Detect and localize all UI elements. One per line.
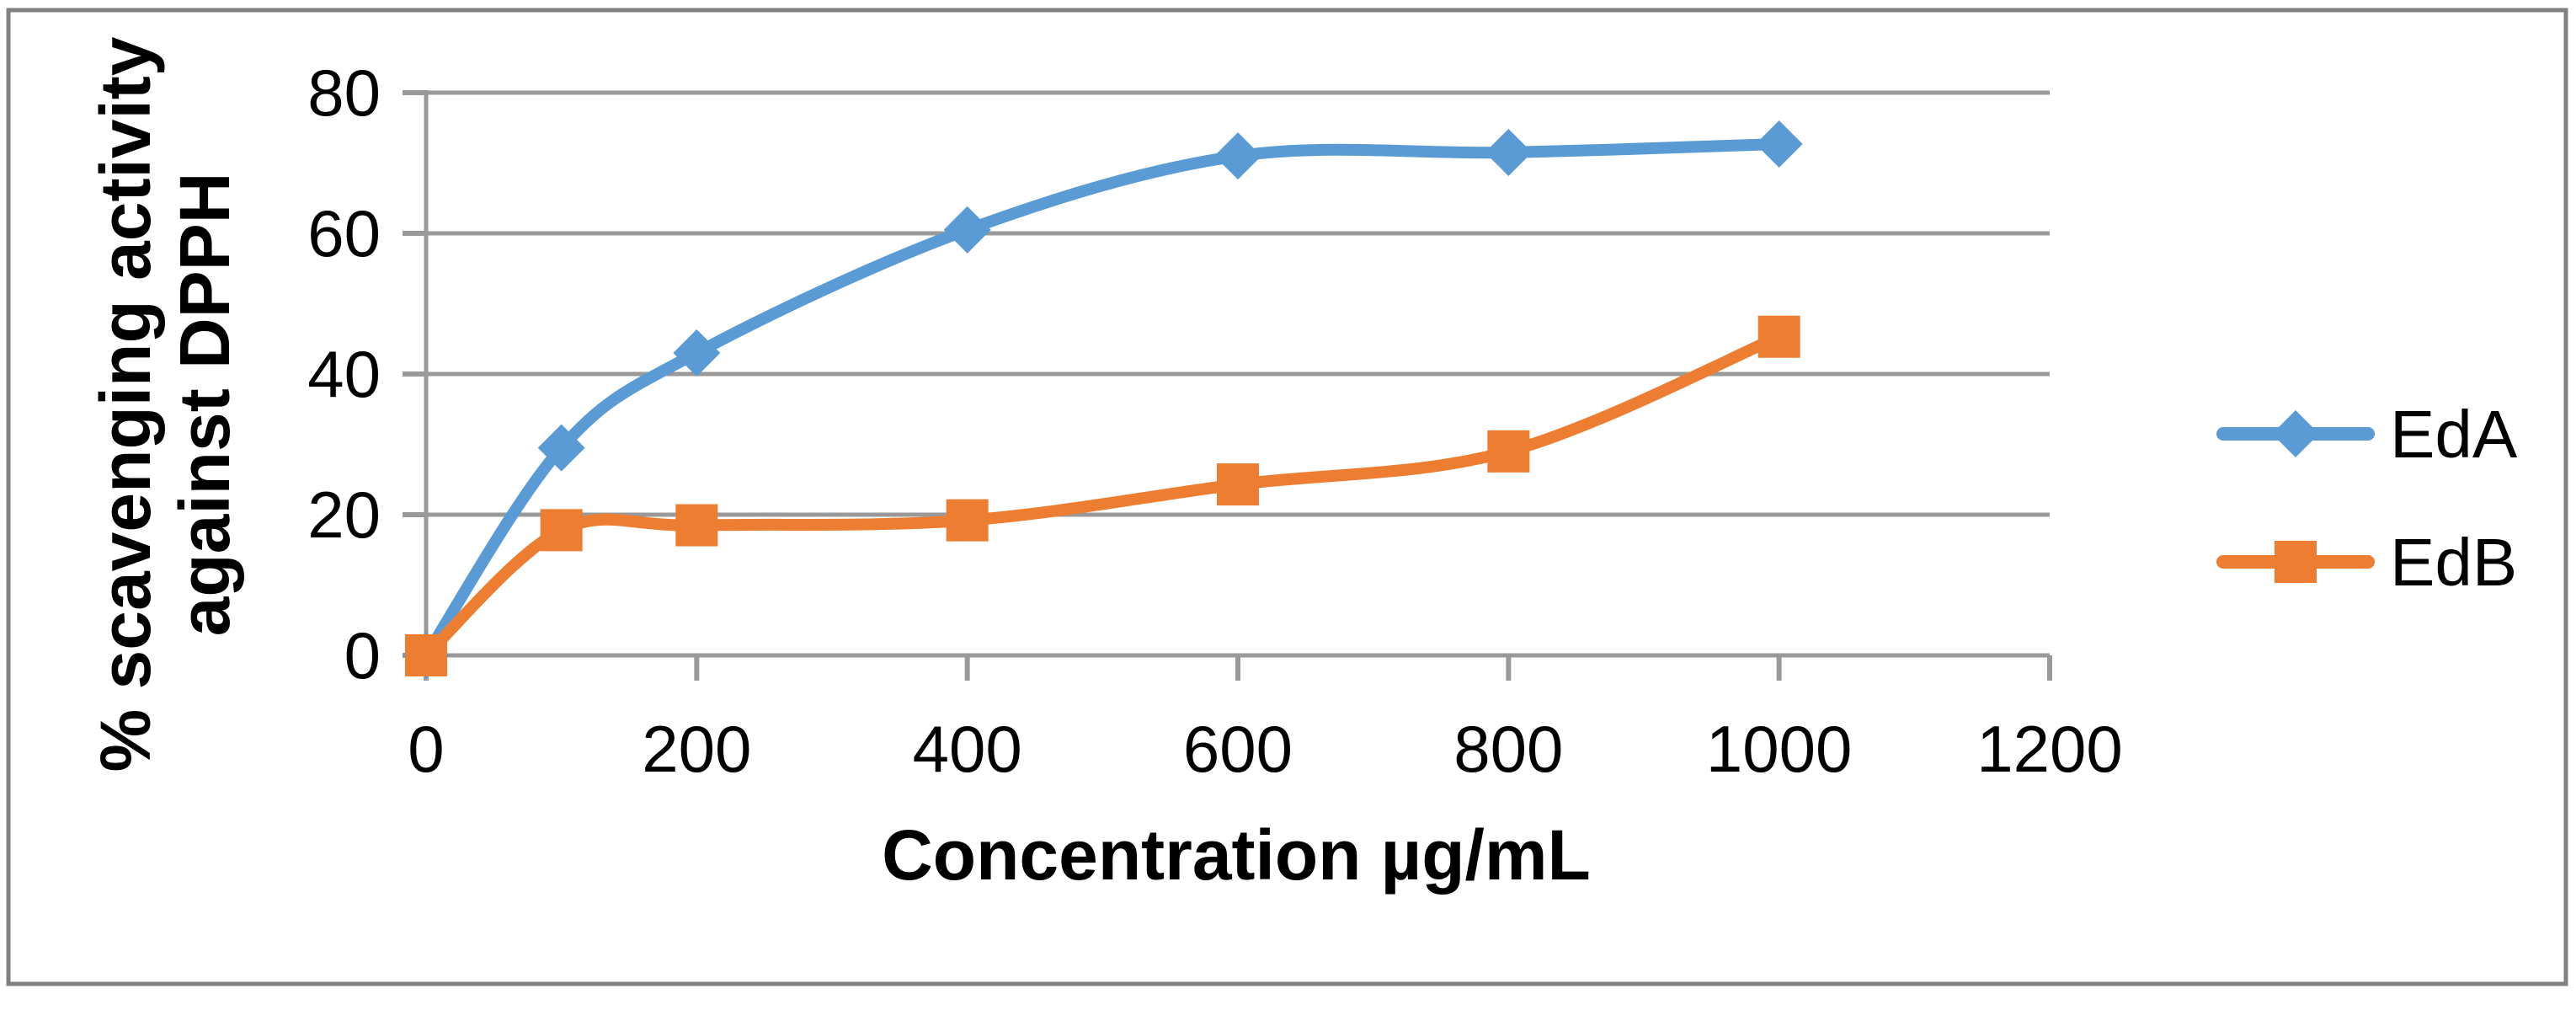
- y-axis-title-line2: against DPPH: [165, 173, 244, 637]
- legend-samples: [2216, 410, 2375, 583]
- x-tick-label-800: 800: [1453, 712, 1563, 786]
- y-tick-label-20: 20: [307, 478, 381, 552]
- marker-EdB-1000: [1757, 315, 1800, 358]
- y-tick-label-80: 80: [307, 56, 381, 130]
- y-tick-label-0: 0: [344, 618, 381, 692]
- x-axis-title: Concentration µg/mL: [882, 815, 1591, 895]
- y-axis-title-line1: % scavenging activity: [86, 36, 165, 772]
- legend-marker-EdB: [2275, 541, 2317, 583]
- chart-border: [6, 8, 2568, 986]
- marker-EdB-600: [1217, 463, 1259, 506]
- marker-EdA-100: [537, 424, 585, 472]
- marker-EdB-100: [540, 509, 583, 552]
- marker-EdB-0: [405, 634, 447, 676]
- x-tick-label-600: 600: [1183, 712, 1293, 786]
- y-tick-label-40: 40: [307, 337, 381, 411]
- x-tick-label-1200: 1200: [1976, 712, 2123, 786]
- marker-EdA-800: [1485, 128, 1533, 176]
- legend-item-EdA: [2216, 410, 2375, 457]
- marker-EdB-200: [675, 504, 718, 547]
- series-EdB: [405, 315, 1800, 676]
- marker-EdA-1000: [1755, 120, 1803, 168]
- legend-label-eda: EdA: [2390, 397, 2518, 472]
- x-tick-label-0: 0: [408, 712, 444, 786]
- legend-marker-EdA: [2272, 410, 2319, 457]
- y-tick-label-60: 60: [307, 196, 381, 270]
- series-layer: [403, 120, 1803, 679]
- legend-item-EdB: [2216, 541, 2375, 583]
- marker-EdA-200: [673, 329, 721, 377]
- marker-EdA-400: [943, 206, 991, 254]
- legend-label-edb: EdB: [2390, 525, 2517, 600]
- x-tick-label-400: 400: [913, 712, 1022, 786]
- x-tick-label-200: 200: [642, 712, 751, 786]
- x-tick-label-1000: 1000: [1706, 712, 1853, 786]
- legend: EdA EdB: [2216, 397, 2518, 600]
- y-axis-title: % scavenging activity against DPPH: [86, 36, 244, 772]
- marker-EdA-600: [1214, 132, 1261, 180]
- marker-EdB-800: [1487, 430, 1530, 473]
- marker-EdB-400: [946, 499, 989, 542]
